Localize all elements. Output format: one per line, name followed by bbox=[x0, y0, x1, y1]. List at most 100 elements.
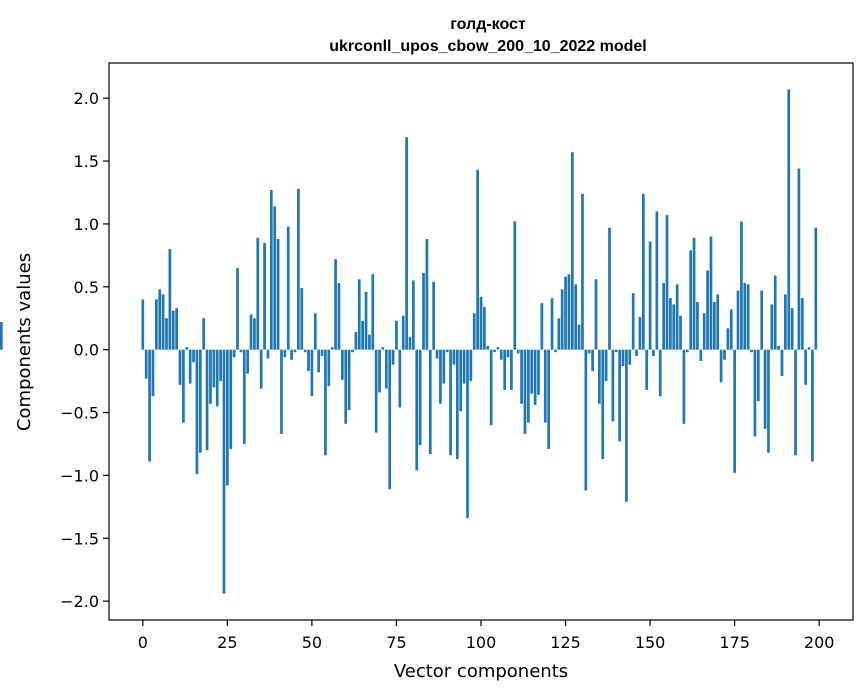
bar bbox=[746, 284, 750, 350]
bar bbox=[726, 328, 730, 350]
bar bbox=[784, 294, 787, 350]
bar bbox=[435, 349, 439, 359]
bar bbox=[256, 237, 260, 350]
bar bbox=[648, 241, 652, 350]
bar bbox=[391, 349, 395, 365]
bar bbox=[361, 320, 364, 350]
bar bbox=[530, 349, 534, 394]
bar bbox=[804, 349, 808, 385]
bar bbox=[526, 349, 530, 423]
bar bbox=[729, 309, 733, 350]
bar bbox=[685, 349, 689, 353]
bar bbox=[425, 239, 429, 350]
bar bbox=[168, 249, 172, 350]
x-tick-label: 150 bbox=[635, 633, 666, 652]
bar bbox=[273, 206, 277, 350]
bar bbox=[202, 318, 206, 350]
bar bbox=[496, 347, 500, 350]
bar bbox=[432, 281, 436, 350]
x-axis-ticks: 0 25 50 75 100 125 150 175 200 bbox=[138, 620, 834, 652]
bar bbox=[246, 349, 250, 374]
bar bbox=[537, 349, 540, 395]
bar bbox=[750, 349, 753, 353]
bar bbox=[141, 299, 145, 350]
bar bbox=[625, 349, 628, 502]
bars-group bbox=[0, 89, 818, 594]
y-tick-label: 1.5 bbox=[74, 152, 99, 171]
bar bbox=[476, 169, 479, 350]
bar bbox=[242, 349, 246, 444]
bar bbox=[388, 349, 392, 490]
bar bbox=[276, 239, 280, 350]
bar bbox=[374, 349, 378, 433]
bar bbox=[384, 349, 388, 389]
bar bbox=[753, 349, 757, 437]
bar bbox=[330, 347, 334, 350]
bar bbox=[412, 280, 415, 350]
bar bbox=[628, 349, 632, 365]
bar bbox=[236, 267, 239, 350]
bar bbox=[513, 221, 517, 350]
bar bbox=[354, 332, 358, 350]
bar bbox=[587, 349, 591, 354]
bar bbox=[662, 283, 665, 350]
bar bbox=[712, 301, 716, 350]
bar bbox=[209, 349, 212, 404]
bar bbox=[154, 299, 158, 350]
bar bbox=[794, 349, 797, 456]
x-tick-label: 25 bbox=[217, 633, 237, 652]
bar bbox=[800, 298, 804, 350]
bar bbox=[303, 349, 307, 353]
bar bbox=[327, 349, 331, 387]
bar bbox=[489, 349, 493, 426]
y-tick-label: 2.0 bbox=[74, 89, 99, 108]
bar bbox=[175, 308, 178, 350]
bar bbox=[716, 294, 720, 350]
bar bbox=[455, 349, 459, 460]
y-axis-ticks: −2.0 −1.5 −1.0 −0.5 0.0 0.5 1.0 1.5 2.0 bbox=[60, 89, 109, 611]
y-axis-label: Components values bbox=[14, 253, 35, 431]
bar bbox=[598, 349, 601, 404]
bar bbox=[760, 290, 764, 350]
bar bbox=[415, 349, 419, 471]
bar bbox=[570, 152, 574, 350]
bar bbox=[770, 304, 774, 350]
bar bbox=[347, 349, 351, 411]
plot-area-frame bbox=[108, 62, 854, 621]
bar bbox=[608, 227, 611, 350]
bar bbox=[340, 349, 344, 380]
bar bbox=[503, 349, 507, 390]
y-tick-label: −1.0 bbox=[60, 466, 99, 485]
chart-title: голд-кост bbox=[450, 16, 526, 33]
bar bbox=[493, 349, 496, 353]
bar bbox=[222, 349, 226, 594]
bar bbox=[161, 294, 165, 350]
bar bbox=[178, 349, 182, 385]
bar bbox=[591, 349, 594, 372]
bar bbox=[165, 318, 168, 350]
bar bbox=[733, 349, 736, 473]
bar bbox=[439, 349, 442, 404]
bar bbox=[364, 291, 368, 350]
bar bbox=[158, 289, 162, 350]
bar bbox=[547, 349, 550, 449]
bar bbox=[182, 349, 185, 423]
bar bbox=[334, 259, 337, 350]
bar bbox=[185, 347, 189, 350]
y-tick-label: 1.0 bbox=[74, 215, 99, 234]
bar bbox=[743, 283, 747, 350]
bar bbox=[418, 349, 422, 446]
bar bbox=[0, 322, 3, 350]
bar bbox=[317, 349, 321, 373]
bar bbox=[702, 313, 706, 350]
y-tick-label: −0.5 bbox=[60, 404, 99, 423]
bar bbox=[395, 320, 398, 350]
bar bbox=[581, 193, 584, 350]
bar bbox=[523, 349, 527, 434]
x-tick-label: 0 bbox=[138, 633, 148, 652]
bar bbox=[219, 349, 222, 382]
bar bbox=[422, 272, 425, 350]
bar bbox=[462, 349, 466, 384]
bar bbox=[445, 349, 449, 353]
